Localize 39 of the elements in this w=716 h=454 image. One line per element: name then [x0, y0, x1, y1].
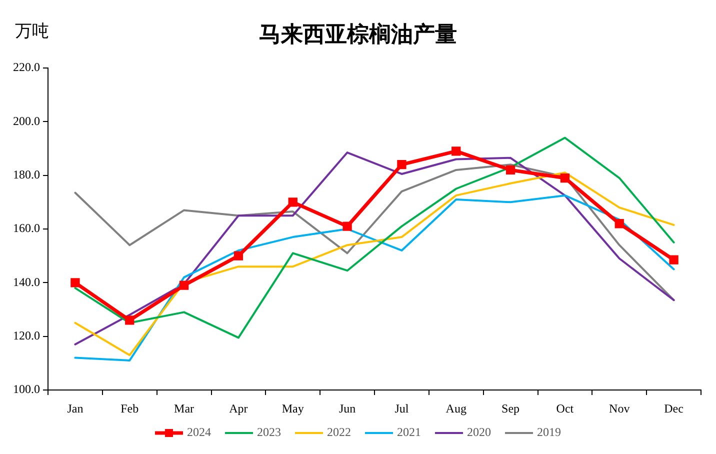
point — [70, 278, 80, 288]
x-tick-label: Mar — [174, 401, 194, 416]
legend-label: 2019 — [537, 425, 561, 440]
legend-label: 2020 — [467, 425, 491, 440]
legend-label: 2022 — [327, 425, 351, 440]
y-tick-label: 120.0 — [13, 328, 40, 342]
point — [288, 198, 298, 207]
x-tick-label: May — [282, 401, 304, 416]
legend-label: 2023 — [257, 425, 281, 440]
point — [614, 219, 624, 228]
point — [342, 222, 352, 231]
point — [452, 146, 461, 156]
y-tick-label: 180.0 — [13, 167, 40, 182]
point — [560, 173, 570, 183]
x-tick-label: Oct — [556, 401, 574, 416]
y-tick-label: 140.0 — [13, 274, 40, 289]
x-tick-label: Jan — [67, 401, 84, 416]
point — [179, 280, 189, 290]
x-tick-label: Jul — [394, 401, 410, 416]
y-tick-label: 220.0 — [13, 60, 40, 74]
x-tick-label: Nov — [609, 401, 630, 416]
y-tick-label: 100.0 — [13, 382, 40, 396]
point — [234, 251, 244, 260]
x-tick-label: Jun — [338, 401, 356, 416]
x-tick-label: Feb — [120, 401, 139, 416]
point — [397, 160, 406, 170]
x-tick-label: Sep — [502, 401, 520, 416]
x-tick-label: Dec — [664, 401, 684, 416]
point — [125, 316, 134, 325]
point — [669, 255, 678, 264]
legend-label: 2024 — [187, 425, 211, 440]
y-axis-title: 万吨 — [15, 21, 49, 40]
legend-label: 2021 — [397, 425, 421, 440]
chart-title: 马来西亚棕榈油产量 — [259, 22, 457, 47]
y-tick-label: 200.0 — [13, 114, 40, 128]
x-tick-label: Apr — [229, 401, 248, 416]
point — [506, 165, 516, 175]
x-tick-label: Aug — [446, 401, 466, 416]
y-tick-label: 160.0 — [13, 221, 40, 236]
